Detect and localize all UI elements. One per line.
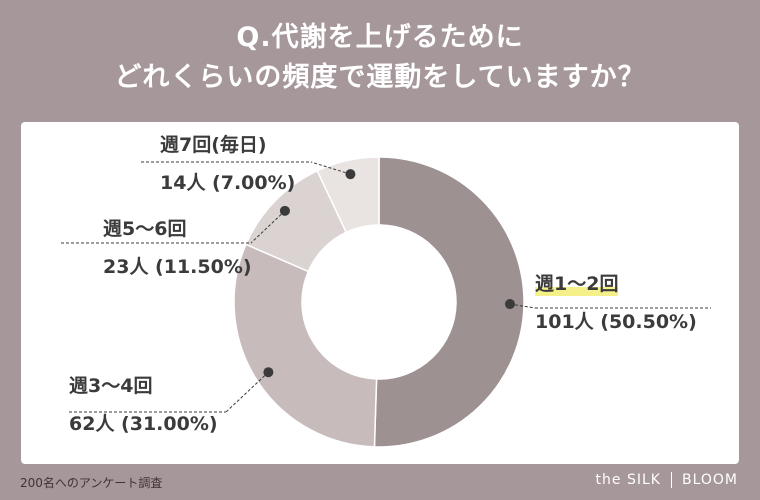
survey-note: 200名へのアンケート調査 (20, 476, 163, 490)
leader-line (310, 161, 351, 175)
footer: 200名へのアンケート調査 the SILK BLOOM (0, 468, 760, 500)
label-weekly-5-6: 週5〜6回 23人 (11.50%) (103, 217, 252, 279)
donut-chart (61, 156, 711, 448)
leader-line (250, 210, 286, 244)
category-label: 週1〜2回 (535, 272, 619, 296)
category-label: 週7回(毎日) (160, 134, 267, 156)
brand-divider (670, 472, 672, 488)
leader-dot (345, 169, 356, 180)
chart-title-line2: どれくらいの頻度で運動をしていますか？ (114, 62, 646, 93)
value-label: 101人 (50.50%) (535, 311, 697, 333)
category-label: 週5〜6回 (103, 218, 187, 240)
value-label: 62人 (31.00%) (69, 413, 218, 435)
value-label: 14人 (7.00%) (160, 172, 296, 194)
brand-left: the SILK (595, 472, 661, 488)
label-weekly-1-2: 週1〜2回 101人 (50.50%) (535, 272, 697, 334)
brand-right: BLOOM (681, 472, 738, 488)
label-weekly-3-4: 週3〜4回 62人 (31.00%) (69, 374, 218, 436)
donut-slice (373, 156, 525, 448)
leader-dot (279, 205, 290, 216)
value-label: 23人 (11.50%) (103, 256, 252, 278)
donut-slice (233, 243, 378, 448)
category-label: 週3〜4回 (69, 375, 153, 397)
brand-logo: the SILK BLOOM (596, 472, 738, 488)
leader-line (509, 303, 536, 309)
chart-title-line1: Q.代謝を上げるために (236, 22, 524, 53)
chart-card: 週7回(毎日) 14人 (7.00%) 週5〜6回 23人 (11.50%) 週… (21, 122, 739, 464)
chart-title: Q.代謝を上げるために どれくらいの頻度で運動をしていますか？ (0, 18, 760, 98)
leader-dot (263, 367, 274, 378)
donut-slice (316, 156, 380, 234)
label-weekly-7: 週7回(毎日) 14人 (7.00%) (160, 133, 295, 195)
